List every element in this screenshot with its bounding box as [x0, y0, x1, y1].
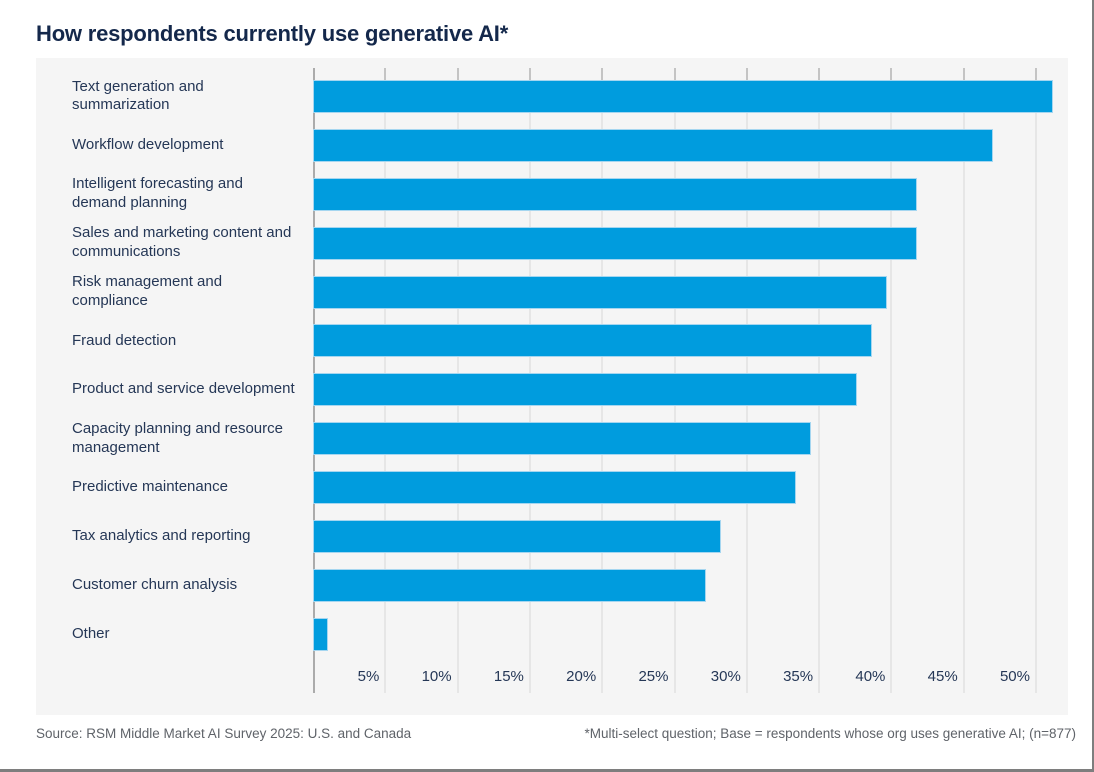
axis-tick	[962, 68, 965, 80]
category-label: Workflow development	[72, 135, 224, 153]
category-label: Other	[72, 624, 110, 642]
category-label: Capacity planning and resource managemen…	[72, 419, 283, 456]
category-label: Intelligent forecasting and demand plann…	[72, 175, 243, 212]
axis-tick-label: 35%	[783, 668, 814, 685]
axis-tick-label: 45%	[927, 668, 958, 685]
gridline	[890, 68, 893, 693]
category-label: Product and service development	[72, 380, 295, 398]
bar-area	[313, 117, 1068, 166]
bar	[313, 128, 993, 162]
category-label: Text generation and summarization	[72, 77, 204, 114]
bar	[313, 568, 706, 602]
axis-tick	[673, 68, 676, 80]
bar	[313, 226, 917, 260]
chart-row: Other	[36, 606, 1068, 655]
bar-area	[313, 557, 1068, 606]
chart-row: Text generation and summarization	[36, 68, 1068, 117]
chart-row: Product and service development	[36, 361, 1068, 410]
bar-area	[313, 361, 1068, 410]
axis-tick	[745, 68, 748, 80]
chart-panel: 5% 10% 15% 20% 25% 30% 35% 40% 45% 50% Text gener…	[36, 58, 1068, 715]
gridline	[1035, 68, 1037, 693]
axis-tick	[1035, 68, 1037, 80]
bar-area	[313, 508, 1068, 557]
bar	[313, 373, 857, 407]
bar	[313, 177, 917, 211]
bar-area	[313, 166, 1068, 215]
bar-area	[313, 459, 1068, 508]
chart-row: Workflow development	[36, 117, 1068, 166]
category-label: Tax analytics and reporting	[72, 527, 251, 545]
bar	[313, 324, 872, 358]
category-label: Customer churn analysis	[72, 575, 238, 593]
category-label: Fraud detection	[72, 331, 177, 349]
chart-row: Risk management and compliance	[36, 264, 1068, 313]
chart-row: Predictive maintenance	[36, 459, 1068, 508]
bar-area	[313, 264, 1068, 313]
axis-tick-label: 25%	[638, 668, 669, 685]
chart-row: Intelligent forecasting and demand plann…	[36, 166, 1068, 215]
bar	[313, 520, 721, 554]
gridline	[962, 68, 965, 693]
axis-tick-label: 50%	[999, 668, 1030, 685]
chart-row: Fraud detection	[36, 312, 1068, 361]
source-text: Source: RSM Middle Market AI Survey 2025…	[36, 726, 412, 741]
chart-row: Customer churn analysis	[36, 557, 1068, 606]
chart-rows: Text generation and summarization Workflo…	[36, 68, 1068, 655]
page-title: How respondents currently use generative…	[36, 20, 509, 46]
bar-area	[313, 68, 1068, 117]
bar	[313, 471, 797, 505]
footnote-text: *Multi-select question; Base = responden…	[584, 726, 1076, 741]
chart-row: Sales and marketing content and communic…	[36, 215, 1068, 264]
chart-row: Tax analytics and reporting	[36, 508, 1068, 557]
axis-tick	[818, 68, 821, 80]
axis-tick-label: 10%	[421, 668, 452, 685]
axis-tick	[601, 68, 604, 80]
bar-area	[313, 410, 1068, 459]
bar	[313, 80, 1053, 113]
axis-tick-label: 30%	[710, 668, 741, 685]
axis-tick-label: 20%	[566, 668, 597, 685]
bar-area	[313, 312, 1068, 361]
bar	[313, 422, 812, 456]
bar	[313, 617, 329, 651]
axis-tick	[456, 68, 459, 80]
bar-area	[313, 215, 1068, 264]
axis-tick-label: 15%	[493, 668, 524, 685]
axis-tick-label: 5%	[357, 668, 380, 685]
axis-tick	[890, 68, 893, 80]
chart-row: Capacity planning and resource managemen…	[36, 410, 1068, 459]
bar	[313, 275, 887, 309]
axis-tick	[384, 68, 387, 80]
category-label: Sales and marketing content and communic…	[72, 224, 292, 261]
axis-tick-label: 40%	[855, 668, 886, 685]
category-label: Risk management and compliance	[72, 273, 223, 309]
bar-area	[313, 606, 1068, 655]
category-label: Predictive maintenance	[72, 478, 228, 496]
axis-tick	[528, 68, 531, 80]
